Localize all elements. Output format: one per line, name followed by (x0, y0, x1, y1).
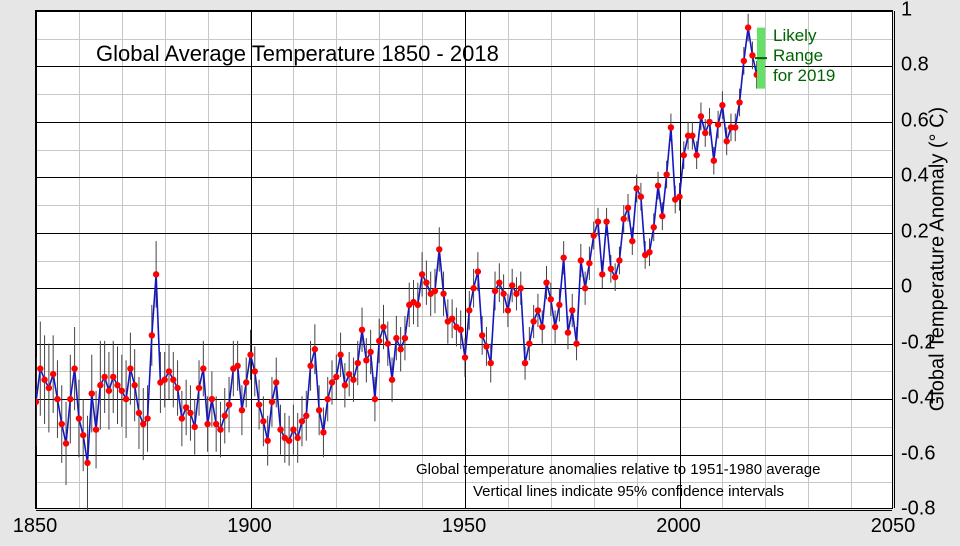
grid-major-x (680, 11, 681, 508)
grid-major-x (251, 11, 252, 508)
grid-major-y (36, 11, 892, 12)
chart-subtitle-1: Global temperature anomalies relative to… (416, 461, 820, 478)
x-tick-label: 1850 (13, 515, 58, 538)
grid-major-y (36, 177, 892, 178)
plot-area: Global Average Temperature 1850 - 2018 G… (35, 10, 893, 509)
grid-major-y (36, 344, 892, 345)
grid-major-y (36, 510, 892, 511)
chart-container: Global Average Temperature 1850 - 2018 G… (0, 0, 960, 546)
y-tick-label: 0.6 (901, 109, 929, 132)
y-tick-label: 1 (901, 0, 912, 22)
y-tick-label: -0.6 (901, 442, 935, 465)
grid-major-y (36, 233, 892, 234)
x-tick-label: 1950 (442, 515, 487, 538)
x-tick-label: 2000 (656, 515, 701, 538)
y-tick-label: -0.8 (901, 498, 935, 521)
grid-major-x (36, 11, 37, 508)
y-tick-label: 0.8 (901, 54, 929, 77)
y-axis-label: Global Temperature Anomaly (° C) (927, 107, 950, 411)
y-tick-label: 0 (901, 276, 912, 299)
grid-major-y (36, 399, 892, 400)
grid-major-y (36, 122, 892, 123)
likely-range-label: Range (773, 46, 823, 66)
y-tick-label: 0.2 (901, 220, 929, 243)
grid-major-x (465, 11, 466, 508)
chart-subtitle-2: Vertical lines indicate 95% confidence i… (473, 483, 784, 500)
grid-major-x (894, 11, 895, 508)
grid-major-y (36, 455, 892, 456)
x-tick-label: 1900 (227, 515, 272, 538)
chart-title: Global Average Temperature 1850 - 2018 (96, 41, 499, 67)
likely-range-label: for 2019 (773, 66, 835, 86)
likely-range-label: Likely (773, 26, 816, 46)
y-tick-label: 0.4 (901, 165, 929, 188)
grid-major-y (36, 288, 892, 289)
